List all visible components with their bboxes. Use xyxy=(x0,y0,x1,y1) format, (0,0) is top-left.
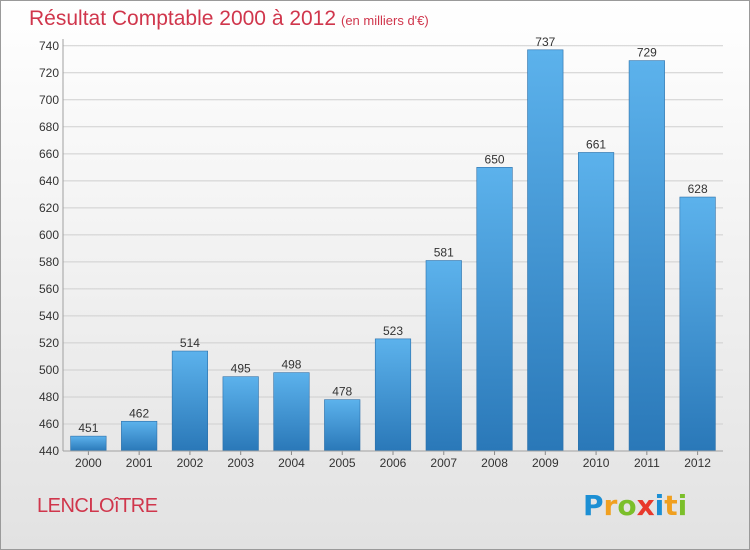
bar-value-label: 495 xyxy=(231,362,251,376)
logo-letter: i xyxy=(654,489,665,522)
bar-value-label: 462 xyxy=(129,406,149,420)
bar xyxy=(374,338,412,452)
y-tick-label: 480 xyxy=(39,390,59,404)
x-tick-label: 2012 xyxy=(684,456,711,470)
proxiti-logo: Proxiti xyxy=(583,489,687,522)
y-tick-label: 620 xyxy=(39,201,59,215)
logo-letter: o xyxy=(617,489,637,522)
place-name: LENCLOîTRE xyxy=(37,495,158,517)
x-tick-label: 2010 xyxy=(583,456,610,470)
x-tick-label: 2001 xyxy=(126,456,153,470)
y-tick-label: 700 xyxy=(39,93,59,107)
y-tick-label: 660 xyxy=(39,147,59,161)
chart-title: Résultat Comptable 2000 à 2012 xyxy=(29,7,337,30)
x-tick-label: 2004 xyxy=(278,456,305,470)
x-tick-label: 2003 xyxy=(227,456,254,470)
x-tick-label: 2008 xyxy=(481,456,508,470)
bar-value-label: 478 xyxy=(332,385,352,399)
bar-value-label: 650 xyxy=(485,152,505,166)
x-tick-label: 2009 xyxy=(532,456,559,470)
y-tick-label: 600 xyxy=(39,228,59,242)
bar xyxy=(273,372,310,452)
bar-value-label: 581 xyxy=(434,246,454,260)
bar xyxy=(70,435,107,452)
bar xyxy=(527,49,564,452)
bar-value-label: 729 xyxy=(637,46,657,60)
y-tick-label: 720 xyxy=(39,66,59,80)
y-tick-label: 580 xyxy=(39,255,59,269)
logo-letter: r xyxy=(603,489,618,522)
x-tick-label: 2011 xyxy=(634,456,660,470)
y-tick-label: 560 xyxy=(39,282,59,296)
bar xyxy=(578,152,615,452)
y-tick-label: 540 xyxy=(39,309,59,323)
y-tick-label: 460 xyxy=(39,417,59,431)
x-tick-label: 2007 xyxy=(430,456,457,470)
chart-subtitle: (en milliers d'€) xyxy=(341,13,429,28)
bar-value-label: 514 xyxy=(180,336,200,350)
logo-letter: i xyxy=(677,489,688,522)
bar-value-label: 737 xyxy=(535,35,555,49)
logo-letter: P xyxy=(583,489,604,522)
y-tick-label: 500 xyxy=(39,363,59,377)
logo-letter: t xyxy=(664,489,678,522)
bar-value-label: 628 xyxy=(688,182,708,196)
x-tick-label: 2002 xyxy=(177,456,204,470)
x-tick-label: 2000 xyxy=(75,456,102,470)
y-tick-label: 680 xyxy=(39,120,59,134)
bar xyxy=(425,260,462,452)
x-tick-label: 2006 xyxy=(380,456,407,470)
bar-value-label: 451 xyxy=(78,421,98,435)
bar-value-label: 661 xyxy=(586,137,606,151)
y-tick-label: 520 xyxy=(39,336,59,350)
bar xyxy=(476,167,513,452)
bar-value-label: 498 xyxy=(281,358,301,372)
bar xyxy=(171,350,208,452)
y-tick-label: 440 xyxy=(39,444,59,458)
bar xyxy=(222,376,259,452)
bar xyxy=(679,196,716,452)
bar-value-label: 523 xyxy=(383,324,403,338)
y-tick-label: 640 xyxy=(39,174,59,188)
logo-letter: x xyxy=(636,489,655,522)
bar xyxy=(628,60,665,452)
bar xyxy=(121,420,158,452)
x-tick-label: 2005 xyxy=(329,456,356,470)
bar xyxy=(324,399,361,452)
y-tick-label: 740 xyxy=(39,39,59,53)
